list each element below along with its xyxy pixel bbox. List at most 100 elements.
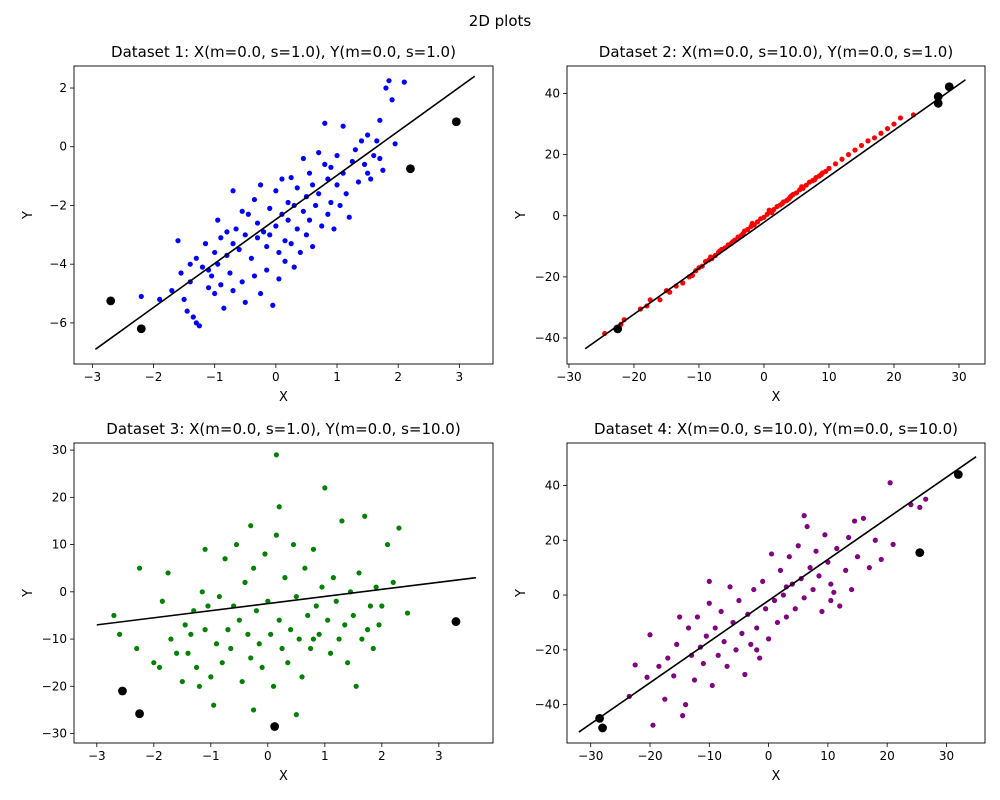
data-point [253, 608, 260, 614]
y-tick-label: −40 [535, 698, 560, 712]
data-point [182, 622, 188, 628]
data-point [325, 617, 331, 623]
y-tick-label: 40 [545, 87, 560, 101]
y-tick-label: 0 [552, 209, 560, 223]
data-point [328, 164, 334, 170]
data-point [276, 504, 282, 510]
y-tick-label: 30 [52, 443, 67, 457]
x-tick-label: −3 [83, 370, 101, 384]
data-point [265, 598, 271, 604]
x-tick-label: −20 [621, 370, 646, 384]
data-point [331, 226, 337, 232]
x-axis-label: X [772, 769, 781, 784]
subplot-3: Dataset 3: X(m=0.0, s=1.0), Y(m=0.0, s=1… [21, 420, 494, 784]
data-point [703, 633, 709, 639]
data-point [215, 217, 221, 223]
data-point [786, 554, 792, 560]
data-point [257, 290, 264, 297]
x-tick-label: 20 [886, 370, 901, 384]
data-point [786, 196, 792, 202]
data-point [878, 556, 884, 563]
data-point [193, 255, 199, 261]
data-point [245, 631, 251, 637]
data-point [715, 652, 721, 658]
data-point [273, 223, 279, 229]
highlight-point [944, 82, 954, 92]
data-point [322, 485, 328, 491]
data-point [709, 682, 715, 689]
data-point [236, 617, 242, 623]
data-point [285, 217, 291, 223]
x-tick-label: −3 [88, 749, 106, 763]
data-point [334, 182, 340, 188]
data-point [282, 238, 288, 244]
data-point [865, 138, 871, 144]
data-point [208, 674, 214, 680]
data-point [822, 532, 828, 538]
x-tick-label: −2 [145, 370, 163, 384]
x-tick-label: 30 [939, 749, 954, 763]
x-tick-label: 10 [820, 749, 835, 763]
data-point [279, 176, 285, 182]
data-point [288, 174, 294, 181]
data-point [202, 241, 209, 247]
data-point [682, 702, 689, 708]
data-point [764, 211, 770, 217]
highlight-point [598, 723, 607, 733]
highlight-point [451, 617, 461, 626]
data-point [300, 208, 306, 214]
data-point [837, 603, 843, 609]
data-point [168, 636, 174, 642]
data-point [712, 625, 718, 631]
y-tick-label: −30 [42, 727, 67, 741]
data-point [251, 273, 258, 279]
fit-line [94, 75, 476, 350]
highlight-point [406, 164, 415, 174]
data-point [828, 597, 834, 604]
data-point [187, 261, 193, 267]
data-point [267, 232, 273, 238]
data-point [368, 176, 374, 182]
data-point [209, 273, 215, 279]
data-point [316, 150, 322, 156]
data-point [333, 598, 339, 604]
data-point [724, 663, 730, 669]
plot-frame [566, 442, 986, 744]
data-point [221, 305, 227, 311]
data-point [181, 296, 187, 303]
data-point [268, 631, 274, 637]
highlight-point [106, 296, 116, 306]
data-point [834, 545, 840, 552]
data-point [644, 674, 650, 680]
data-point [343, 191, 349, 197]
data-point [169, 288, 175, 294]
x-tick-label: 2 [394, 370, 402, 384]
data-point [680, 280, 686, 286]
data-point [768, 551, 775, 557]
y-tick-label: −40 [535, 331, 560, 345]
data-point [858, 142, 865, 149]
data-point [205, 285, 212, 291]
data-point [700, 660, 706, 667]
data-layer [584, 79, 966, 350]
highlight-point [953, 470, 963, 479]
data-point [270, 302, 276, 308]
data-point [754, 647, 760, 653]
data-point [839, 156, 845, 162]
data-point [377, 117, 383, 123]
data-point [276, 249, 282, 256]
data-point [346, 214, 352, 220]
data-point [188, 631, 194, 637]
data-point [285, 199, 291, 206]
data-point [291, 264, 297, 270]
data-point [294, 185, 300, 191]
x-tick-label: 10 [821, 370, 836, 384]
data-point [801, 595, 807, 601]
data-point [812, 177, 818, 183]
data-point [766, 207, 772, 213]
data-point [826, 165, 832, 171]
y-axis-label: Y [21, 211, 36, 220]
data-point [264, 243, 270, 250]
data-point [337, 202, 343, 209]
data-point [361, 161, 368, 167]
